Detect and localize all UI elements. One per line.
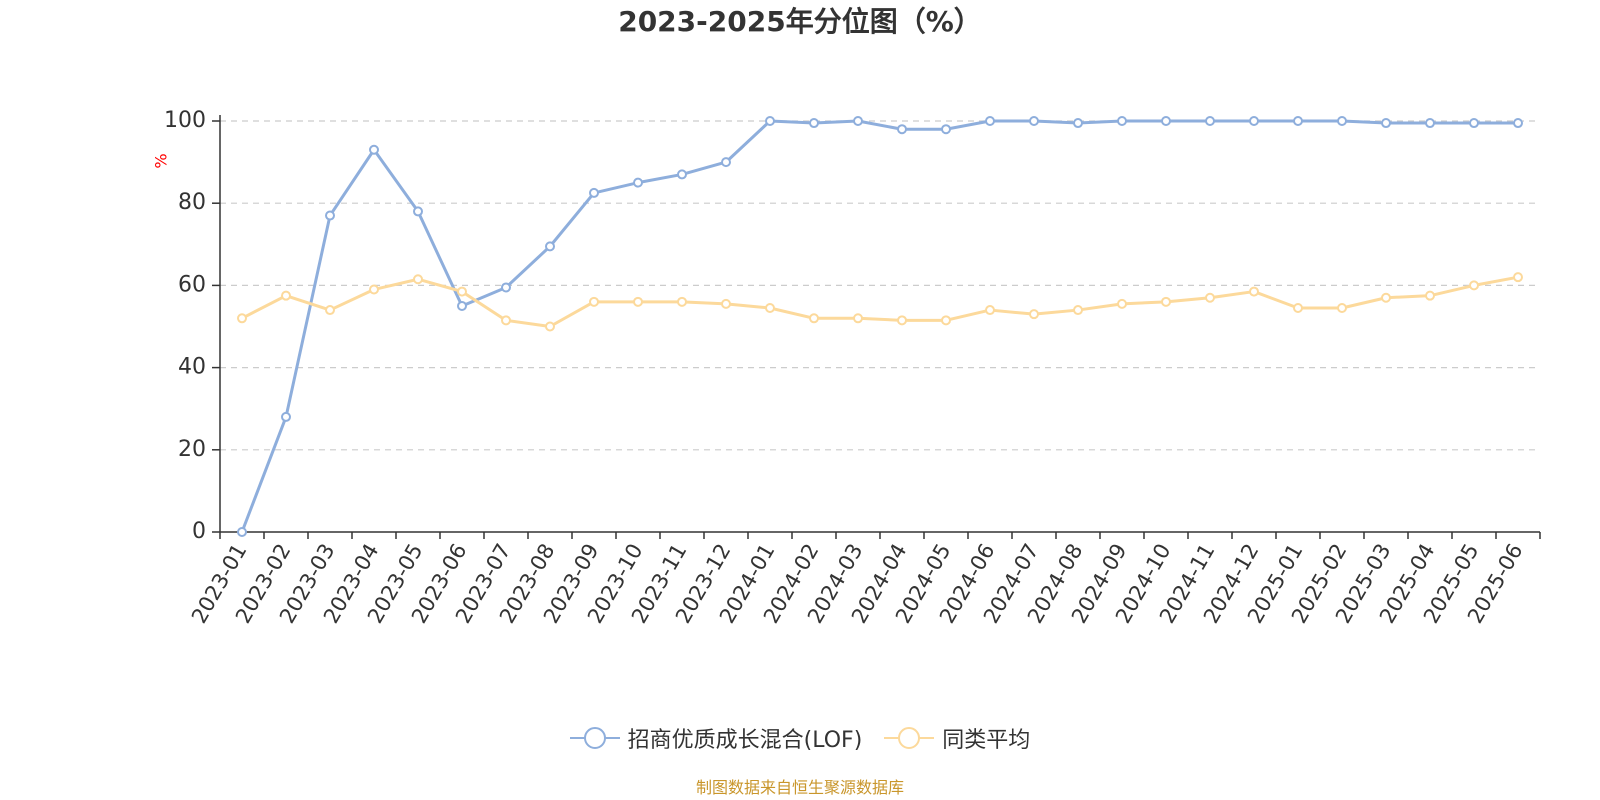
data-point <box>413 274 423 285</box>
legend-label: 同类平均 <box>942 728 1031 753</box>
data-point <box>897 124 907 135</box>
data-point <box>1029 309 1039 320</box>
legend-label: 招商优质成长混合(LOF) <box>627 728 863 753</box>
data-point <box>633 296 643 307</box>
data-point <box>589 296 599 307</box>
data-point <box>1205 116 1215 126</box>
data-point <box>369 284 379 295</box>
data-point <box>809 313 819 324</box>
data-point <box>765 303 775 314</box>
data-point <box>1161 116 1171 126</box>
data-point <box>1073 305 1083 316</box>
data-point <box>941 124 951 135</box>
data-point <box>1469 118 1479 129</box>
data-point <box>457 286 467 297</box>
data-point <box>677 296 687 307</box>
data-point <box>1117 298 1127 309</box>
data-point <box>985 116 995 126</box>
y-tick-label: 60 <box>178 272 206 297</box>
data-point <box>941 315 951 326</box>
data-point <box>1513 118 1523 129</box>
data-point <box>545 241 555 252</box>
data-point <box>413 206 423 217</box>
data-point <box>853 313 863 324</box>
data-point <box>1073 118 1083 129</box>
legend-item-2[interactable]: 同类平均 <box>884 722 1030 754</box>
data-point <box>1381 118 1391 129</box>
data-point <box>281 411 291 422</box>
data-point <box>1381 292 1391 303</box>
data-point <box>1117 116 1127 126</box>
y-axis-unit-label: % <box>152 153 171 168</box>
data-point <box>633 177 643 188</box>
data-point <box>325 305 335 316</box>
legend-item-1[interactable]: 招商优质成长混合(LOF) <box>569 722 863 754</box>
y-tick-label: 20 <box>178 437 206 462</box>
data-point <box>1469 280 1479 291</box>
legend: 招商优质成长混合(LOF) 同类平均 <box>0 722 1600 754</box>
data-point <box>237 527 247 537</box>
data-point <box>1337 303 1347 314</box>
series-line <box>240 119 1518 533</box>
data-point <box>721 298 731 309</box>
data-point <box>501 315 511 326</box>
data-point <box>237 313 247 324</box>
data-point <box>1425 290 1435 301</box>
grid-lines <box>220 120 1540 451</box>
data-point <box>281 290 291 301</box>
y-tick-label: 0 <box>192 519 206 544</box>
y-tick-label: 100 <box>164 108 206 133</box>
data-point <box>589 187 599 198</box>
series-line <box>241 275 1519 328</box>
y-tick-label: 40 <box>178 355 206 380</box>
data-point <box>1513 272 1523 283</box>
legend-marker-icon <box>884 727 935 749</box>
data-point <box>985 305 995 316</box>
series-1 <box>237 116 1523 537</box>
y-tick-label: 80 <box>178 190 206 215</box>
data-point <box>1249 286 1259 297</box>
data-point <box>809 118 819 129</box>
data-point <box>1293 116 1303 126</box>
data-point <box>897 315 907 326</box>
data-point <box>545 321 555 332</box>
data-point <box>1161 296 1171 307</box>
data-point <box>765 116 775 126</box>
data-point <box>1249 116 1259 126</box>
data-point <box>369 144 379 155</box>
source-note: 制图数据来自恒生聚源数据库 <box>695 778 904 797</box>
data-point <box>677 169 687 180</box>
data-point <box>501 282 511 293</box>
data-point <box>1205 292 1215 303</box>
data-point <box>721 157 731 168</box>
data-point <box>457 300 467 311</box>
data-point <box>1293 303 1303 314</box>
data-point <box>325 210 335 221</box>
series-lines <box>237 116 1523 537</box>
data-point <box>1425 118 1435 129</box>
legend-marker-icon <box>569 727 620 749</box>
data-point <box>1337 116 1347 126</box>
series-2 <box>237 272 1523 332</box>
data-point <box>1029 116 1039 126</box>
chart-title: 2023-2025年分位图（%） <box>618 5 982 38</box>
data-point <box>853 116 863 126</box>
